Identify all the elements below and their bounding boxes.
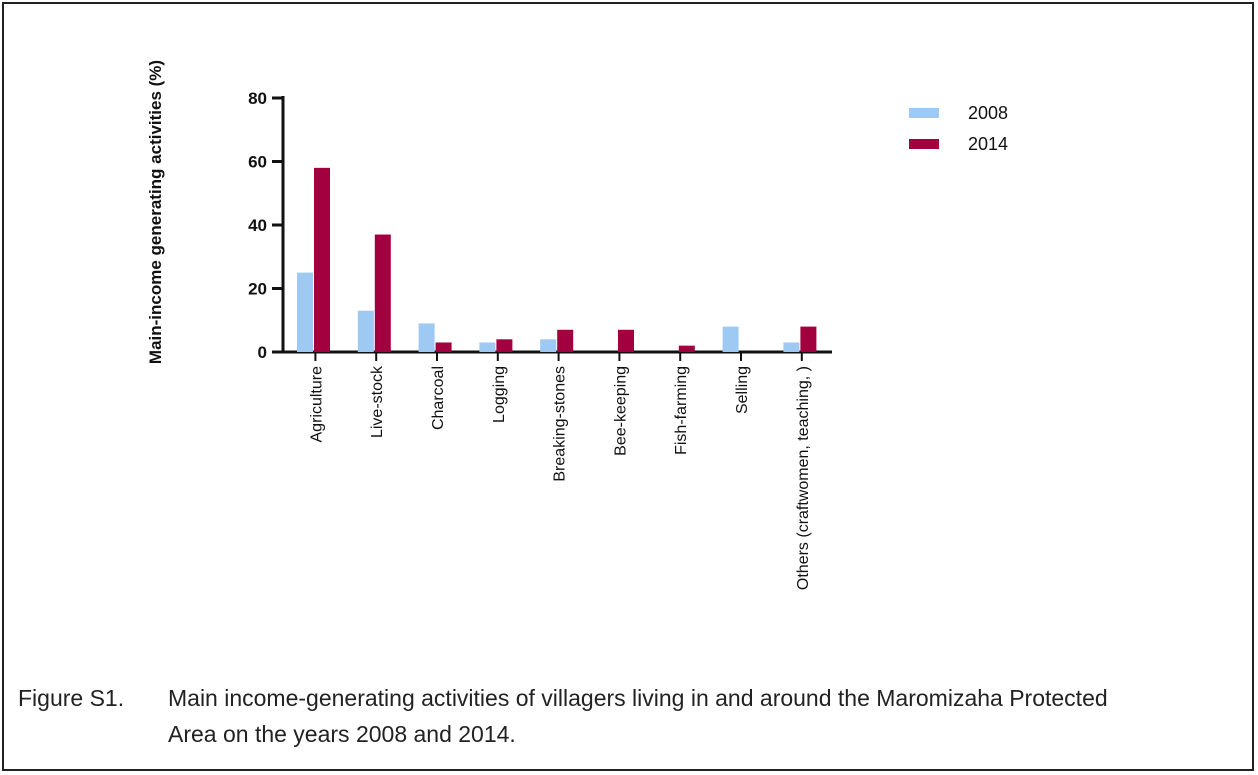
y-tick-label: 40 <box>248 216 267 235</box>
bars <box>297 167 817 352</box>
bar-2008 <box>418 323 435 352</box>
bar-2014 <box>678 345 695 352</box>
bar-2014 <box>618 329 634 352</box>
bar-2008 <box>357 310 374 352</box>
legend-swatch-2008 <box>909 108 939 118</box>
bar-2008 <box>479 342 496 352</box>
bar-2008 <box>297 272 313 352</box>
x-tick-label: Charcoal <box>430 366 447 430</box>
x-tick-label: Fish-farming <box>673 366 690 455</box>
y-tick-label: 0 <box>258 343 267 362</box>
bar-2014 <box>374 234 391 352</box>
bar-2008 <box>540 339 557 352</box>
bar-2014 <box>496 339 513 352</box>
x-tick-label: Bee-keeping <box>612 366 629 456</box>
y-tick-label: 60 <box>248 153 267 172</box>
x-tick-label: Live-stock <box>369 365 386 438</box>
caption-line-2: Area on the years 2008 and 2014. <box>168 721 516 747</box>
bar-2008 <box>722 326 739 352</box>
x-tick-labels: Agriculture Live-stock Charcoal Logging Brea… <box>308 365 811 590</box>
figure-caption: Figure S1. Main income-generating activit… <box>18 680 1238 752</box>
legend-label-2008: 2008 <box>968 103 1008 123</box>
bar-2008 <box>783 342 800 352</box>
bar-2014 <box>314 167 330 352</box>
bar-2014 <box>557 329 574 352</box>
y-tick-label: 80 <box>248 89 267 108</box>
x-tick-label: Selling <box>734 366 751 414</box>
caption-label: Figure S1. <box>18 685 125 711</box>
legend-swatch-2014 <box>909 139 939 149</box>
y-axis-label: Main-income generating activities (%) <box>146 60 165 364</box>
legend-label-2014: 2014 <box>968 134 1008 154</box>
caption-line-1: Main income-generating activities of vil… <box>168 685 1108 711</box>
bar-2014 <box>435 342 452 352</box>
x-tick-label: Others (craftwomen, teaching, ) <box>795 366 812 590</box>
x-tick-label: Breaking-stones <box>552 366 569 482</box>
bar-chart: Main-income generating activities (%) 0 2… <box>146 60 1008 590</box>
bar-2014 <box>800 326 817 352</box>
legend: 2008 2014 <box>909 103 1008 154</box>
y-tick-label: 20 <box>248 280 267 299</box>
x-tick-label: Agriculture <box>308 366 325 443</box>
axes: 0 20 40 60 80 <box>248 89 832 362</box>
x-tick-label: Logging <box>491 366 508 423</box>
